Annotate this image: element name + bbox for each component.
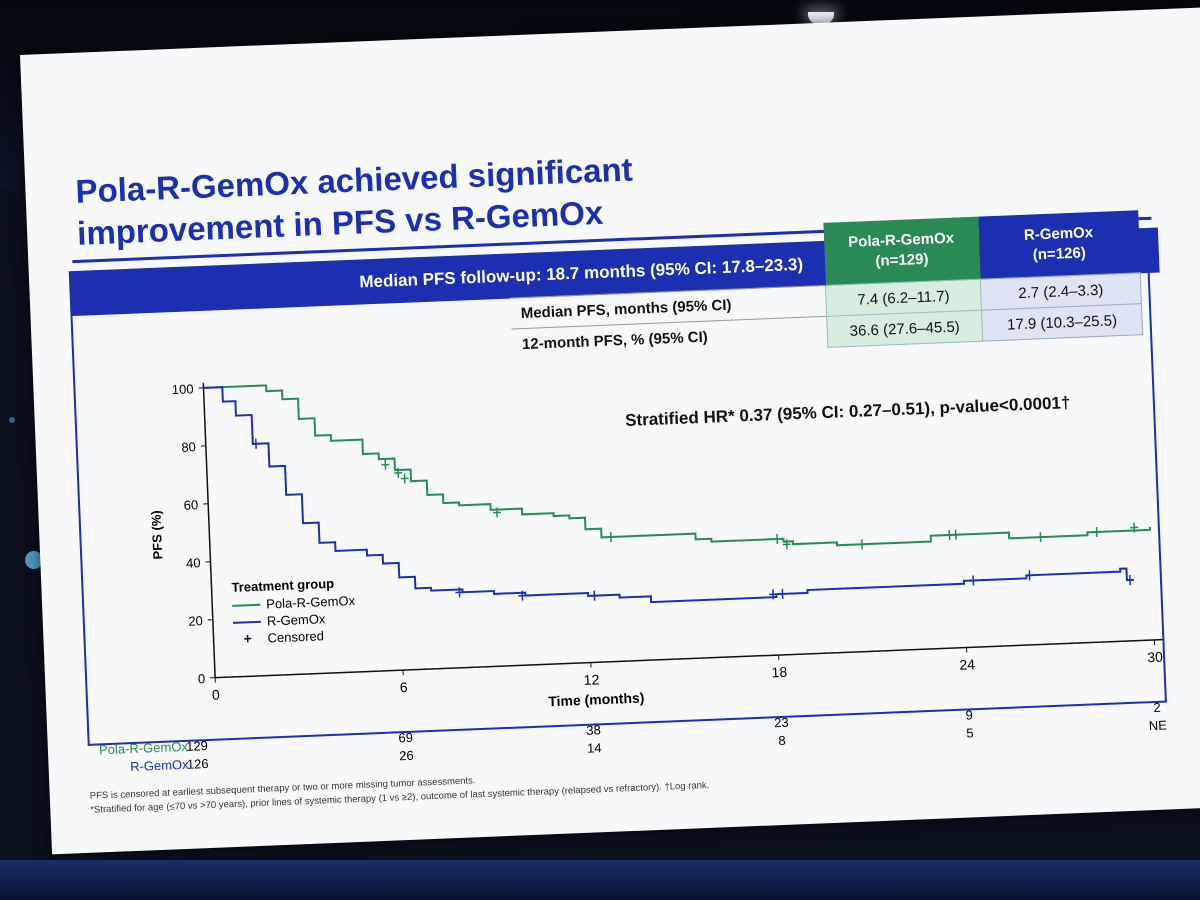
- x-tick-label: 12: [583, 671, 599, 688]
- risk-count: 129: [186, 738, 208, 754]
- y-tick-label: 80: [181, 439, 196, 455]
- risk-row-label: Pola-R-GemOx: [99, 739, 189, 758]
- km-curve-pola: [203, 384, 1152, 547]
- stage-light: [808, 12, 834, 24]
- legend-label: R-GemOx: [267, 611, 327, 628]
- y-tick-label: 0: [198, 671, 206, 686]
- risk-count: 126: [187, 756, 209, 772]
- x-tick-label: 6: [399, 679, 408, 695]
- legend-swatch: [232, 603, 261, 607]
- legend-label: Censored: [267, 628, 324, 645]
- risk-count: 2: [1153, 700, 1161, 715]
- y-tick-label: 20: [188, 613, 203, 629]
- x-tick-label: 30: [1147, 649, 1163, 666]
- risk-table-rule: [59, 754, 1180, 775]
- legend-title: Treatment group: [231, 576, 334, 595]
- risk-row-label: R-GemOx: [130, 757, 190, 774]
- stage-backdrop: [0, 860, 1200, 900]
- risk-count: 23: [774, 715, 789, 731]
- y-tick-label: 40: [186, 555, 201, 571]
- x-tick-label: 18: [771, 664, 787, 681]
- risk-count: 9: [965, 707, 973, 722]
- y-tick-label: 60: [183, 497, 198, 513]
- risk-count: NE: [1148, 718, 1167, 734]
- risk-count: 38: [586, 722, 601, 738]
- risk-count: 69: [398, 730, 413, 746]
- y-axis-label: PFS (%): [148, 510, 165, 560]
- legend-swatch: [232, 620, 261, 624]
- risk-count: 5: [966, 725, 974, 740]
- x-tick-label: 0: [212, 686, 221, 702]
- km-curve-rgemox: [203, 386, 1134, 604]
- legend-label: Pola-R-GemOx: [266, 593, 356, 612]
- km-chart: 0 20 40 60 80 100 0 6 12 18 24 30 Time (months) PFS (…: [59, 381, 1180, 775]
- risk-count: 8: [778, 733, 786, 748]
- risk-count: 26: [399, 748, 414, 764]
- risk-count: 14: [587, 740, 602, 756]
- x-tick-label: 24: [959, 656, 975, 673]
- x-axis-line: [215, 638, 1163, 679]
- y-axis-line: [202, 382, 216, 678]
- y-tick-label: 100: [172, 381, 194, 397]
- legend-censor-symbol: +: [243, 630, 252, 646]
- presentation-slide: Pola-R-GemOx achieved significant improv…: [20, 6, 1200, 855]
- x-axis-label: Time (months): [548, 689, 645, 709]
